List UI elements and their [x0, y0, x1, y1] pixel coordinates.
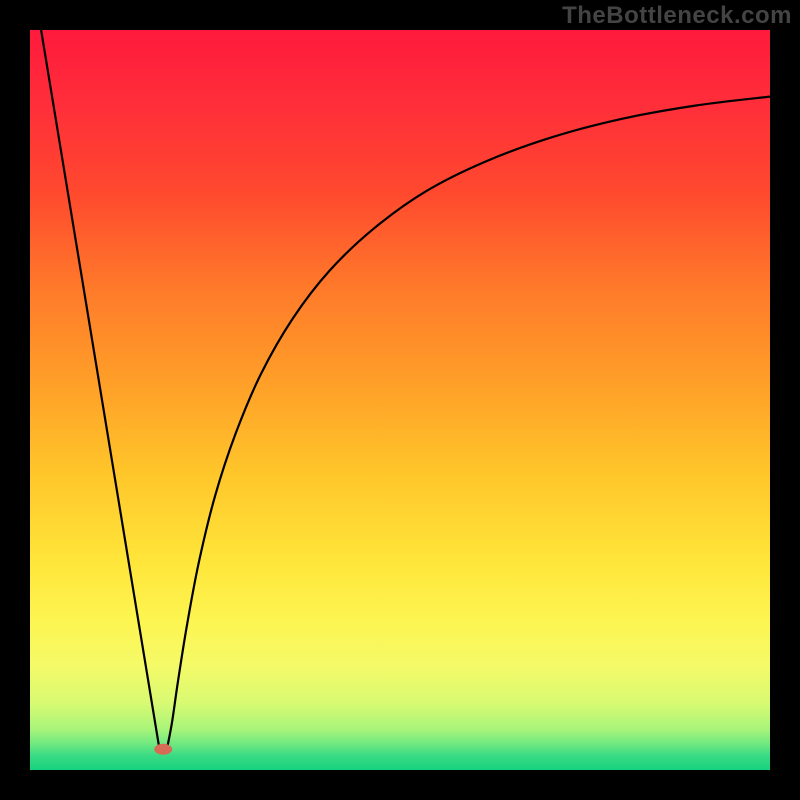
chart-frame: TheBottleneck.com — [0, 0, 800, 800]
minimum-marker — [154, 744, 172, 755]
gradient-background — [30, 30, 770, 770]
chart-svg — [30, 30, 770, 770]
watermark-text: TheBottleneck.com — [562, 2, 792, 30]
plot-area — [30, 30, 770, 770]
